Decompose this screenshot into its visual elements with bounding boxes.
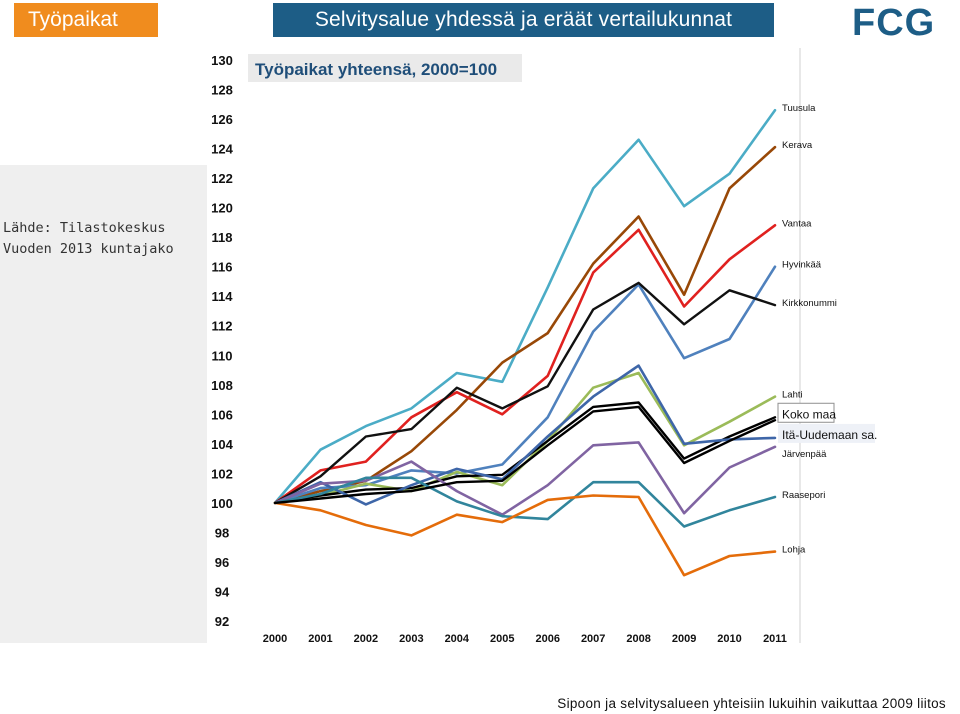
series-line-raasepori bbox=[273, 476, 777, 528]
y-tick-label: 124 bbox=[211, 142, 233, 157]
y-tick-label: 98 bbox=[215, 525, 229, 540]
source-line: Lähde: Tilastokeskus bbox=[3, 220, 166, 236]
x-tick-label: 2007 bbox=[581, 633, 605, 645]
y-tick-label: 114 bbox=[212, 289, 234, 304]
y-tick-label: 120 bbox=[211, 201, 233, 216]
chart-title: Työpaikat yhteensä, 2000=100 bbox=[255, 60, 497, 79]
series-label: Järvenpää bbox=[782, 449, 827, 460]
series-line-ita-uudemaan-sa bbox=[273, 364, 777, 506]
y-tick-label: 100 bbox=[211, 496, 233, 511]
y-tick-label: 102 bbox=[211, 466, 233, 481]
series-label: Vantaa bbox=[782, 218, 812, 229]
x-tick-label: 2009 bbox=[672, 633, 696, 645]
x-tick-label: 2004 bbox=[445, 633, 470, 645]
plot-area bbox=[207, 48, 800, 643]
series-label: Raasepori bbox=[782, 490, 825, 501]
y-tick-label: 104 bbox=[211, 437, 233, 452]
series-label: Itä-Uudemaan sa. bbox=[782, 428, 877, 442]
series-label: Kerava bbox=[782, 140, 813, 151]
y-tick-label: 110 bbox=[212, 348, 233, 363]
series-label-box bbox=[777, 402, 835, 423]
x-tick-label: 2008 bbox=[626, 633, 650, 645]
series-label: Hyvinkää bbox=[782, 260, 822, 271]
x-tick-label: 2010 bbox=[717, 633, 741, 645]
y-tick-label: 94 bbox=[215, 584, 230, 599]
source-note: Lähde: Tilastokeskus Vuoden 2013 kuntaja… bbox=[3, 218, 174, 260]
x-tick-label: 2006 bbox=[535, 633, 559, 645]
series-labels: Tuusula Kerava Vantaa Hyvinkää Kirkkonummi La… bbox=[777, 103, 877, 556]
chart-title-box bbox=[248, 54, 522, 82]
side-panel bbox=[0, 165, 207, 643]
x-tick-label: 2003 bbox=[399, 633, 423, 645]
fcg-logo: FCG bbox=[852, 2, 935, 40]
y-tick-label: 122 bbox=[211, 171, 233, 186]
y-tick-label: 92 bbox=[215, 614, 229, 629]
y-tick-label: 112 bbox=[212, 319, 233, 334]
series-label: Koko maa bbox=[782, 407, 836, 421]
y-tick-label: 130 bbox=[211, 53, 233, 68]
y-axis: 92 94 96 98 100 102 104 106 108 110 112 114 116 118 12… bbox=[211, 53, 233, 629]
x-tick-label: 2001 bbox=[308, 633, 332, 645]
series-line-tuusula bbox=[273, 108, 777, 505]
series-label-box bbox=[778, 423, 875, 443]
x-tick-label: 2000 bbox=[263, 633, 287, 645]
footnote: Sipoon ja selvitysalueen yhteisiin lukui… bbox=[557, 696, 946, 711]
y-tick-label: 128 bbox=[211, 83, 233, 98]
series-label: Tuusula bbox=[782, 103, 816, 114]
series-line-lohja bbox=[273, 494, 777, 577]
series-line-sipoo-selvitysalue bbox=[273, 405, 777, 505]
series-line-kirkkonummi bbox=[273, 281, 777, 505]
x-axis: 2000 2001 2002 2003 2004 2005 2006 2007 2008 2009… bbox=[263, 633, 787, 645]
series-label: Lahti bbox=[782, 390, 803, 401]
section-tag: Työpaikat bbox=[14, 3, 158, 37]
x-tick-label: 2002 bbox=[354, 633, 378, 645]
series-lines bbox=[273, 108, 777, 577]
logo-text: FCG bbox=[852, 2, 935, 40]
x-tick-label: 2005 bbox=[490, 633, 514, 645]
series-label: Kirkkonummi bbox=[782, 298, 837, 309]
y-tick-label: 118 bbox=[212, 230, 233, 245]
page-title: Selvitysalue yhdessä ja eräät vertailuku… bbox=[273, 3, 774, 37]
x-tick-label: 2011 bbox=[763, 633, 787, 645]
y-tick-label: 126 bbox=[211, 112, 233, 127]
y-tick-label: 108 bbox=[211, 378, 233, 393]
region-line: Vuoden 2013 kuntajako bbox=[3, 241, 174, 257]
series-line-vantaa bbox=[273, 224, 777, 505]
y-tick-label: 96 bbox=[215, 555, 229, 570]
y-tick-label: 116 bbox=[212, 260, 233, 275]
y-tick-label: 106 bbox=[211, 407, 233, 422]
series-label: Lohja bbox=[782, 545, 806, 556]
